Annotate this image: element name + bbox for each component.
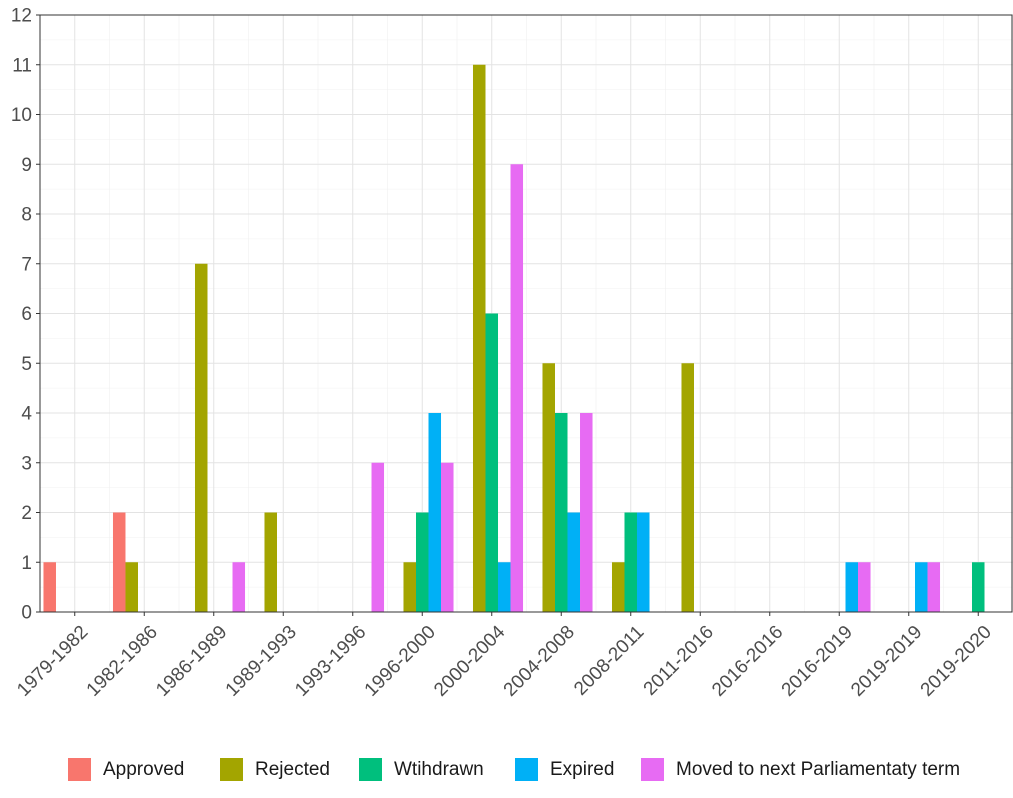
legend-label: Moved to next Parliamentaty term [676,758,961,780]
bar [485,313,499,612]
legend-label: Expired [550,758,615,780]
axes [36,14,1013,616]
legend-label: Approved [103,758,185,780]
legend-label: Rejected [255,758,330,780]
legend: Approved Rejected Wtihdrawn Expired Moved to… [0,758,1013,798]
legend-item: Moved to next Parliamentaty term [641,758,960,781]
y-tick-label: 2 [21,503,32,524]
legend-swatch [220,758,243,781]
x-tick-label: 2019-2019 [847,622,926,701]
y-tick-label: 10 [11,105,32,126]
x-tick-label: 2000-2004 [430,621,509,700]
bar [915,562,928,612]
bars [43,64,985,612]
grid-lines [39,14,1013,613]
bar [232,562,246,612]
bar [194,263,208,612]
bar [858,562,871,612]
y-tick-label: 4 [21,404,32,425]
legend-swatch [359,758,382,781]
y-tick-label: 1 [21,553,32,574]
bar [554,413,568,612]
bar [264,512,277,612]
bar [681,363,694,612]
bar [971,562,985,612]
bar [125,562,138,612]
x-tick-labels: 1979-19821982-19861986-19891989-19931993… [13,621,996,700]
x-tick-label: 1993-1996 [291,622,370,701]
legend-item: Wtihdrawn [359,758,484,781]
x-tick-label: 2004-2008 [500,622,579,701]
x-tick-label: 1979-1982 [13,622,92,701]
x-tick-label: 2016-2019 [778,622,857,701]
y-tick-label: 11 [12,55,32,76]
bar [498,562,511,612]
y-tick-label: 8 [21,205,32,226]
legend-swatch [515,758,538,781]
bar [403,562,416,612]
y-tick-label: 5 [21,354,32,375]
x-tick-label: 2019-2020 [917,622,996,701]
bar [112,512,126,612]
bar [43,562,56,612]
legend-label: Wtihdrawn [394,758,484,780]
legend-item: Expired [515,758,614,781]
y-tick-label: 9 [21,155,32,176]
bar [624,512,638,612]
y-tick-label: 7 [21,254,32,275]
bar [567,512,581,612]
bar [510,164,524,612]
x-tick-label: 2008-2011 [570,622,648,700]
bar [637,512,650,612]
bar [927,562,941,612]
bar [415,512,429,612]
bar [845,562,859,612]
x-tick-label: 2016-2016 [708,622,787,701]
x-tick-label: 1996-2000 [361,622,440,701]
bar [580,413,593,612]
y-tick-label: 6 [21,304,32,325]
x-tick-label: 1982-1986 [83,622,162,701]
bar [611,562,625,612]
bar [371,462,385,612]
y-tick-label: 3 [21,453,32,474]
y-tick-label: 0 [21,603,32,624]
x-tick-label: 1986-1989 [152,622,231,701]
legend-swatch [68,758,91,781]
x-tick-label: 2011-2016 [640,622,718,700]
legend-item: Approved [68,758,184,781]
x-tick-label: 1989-1993 [222,622,301,701]
legend-item: Rejected [220,758,330,781]
bar [472,64,486,612]
bar [542,363,555,612]
y-tick-label: 12 [11,6,32,27]
legend-swatch [641,758,664,781]
bar [428,413,442,612]
bar [441,462,454,612]
